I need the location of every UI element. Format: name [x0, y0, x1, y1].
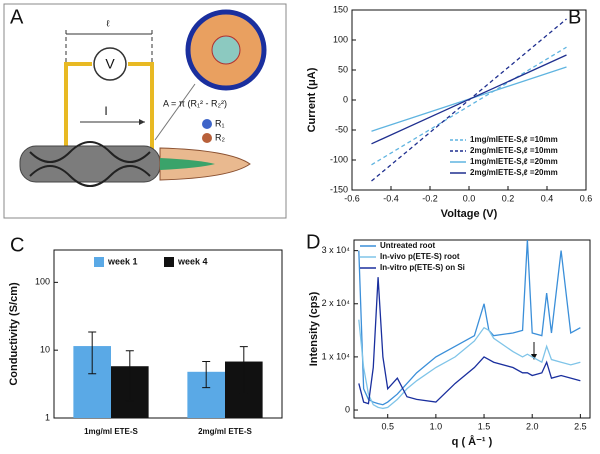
plot-frame — [53, 249, 283, 419]
x-tick-label: 1.5 — [478, 421, 491, 431]
legend-label: 2mg/mlETE-S,ℓ =20mm — [470, 168, 558, 177]
voltmeter-label: V — [105, 56, 115, 72]
legend-label: 2mg/mlETE-S,ℓ =10mm — [470, 146, 558, 155]
y-tick-label: 100 — [333, 34, 348, 44]
error-bar — [202, 361, 211, 389]
x-tick-label: -0.4 — [383, 193, 399, 203]
panel-letter: C — [10, 234, 24, 256]
legend-label: In-vitro p(ETE-S) on Si — [380, 263, 465, 272]
r2-label: R₂ — [215, 132, 225, 142]
x-tick-label: 0.6 — [580, 193, 593, 203]
x-tick-label: 2.5 — [574, 421, 587, 431]
voltmeter — [93, 47, 127, 81]
y-tick-label: 1 — [45, 412, 50, 422]
area-formula: A = π (R₁² - R₂²) — [163, 98, 227, 108]
error-bar — [88, 331, 97, 375]
series-line — [371, 54, 567, 145]
error-bar — [125, 350, 134, 402]
series-line — [358, 277, 581, 405]
y-tick-label: 3 x 10⁴ — [322, 245, 351, 255]
legend-label: In-vivo p(ETE-S) root — [380, 252, 460, 261]
x-tick-label: 2mg/ml ETE-S — [198, 427, 252, 436]
core — [160, 158, 215, 170]
legend-swatch — [164, 257, 174, 267]
x-tick-label: -0.2 — [422, 193, 438, 203]
arrowhead — [531, 354, 537, 360]
x-tick-label: 2.0 — [526, 421, 539, 431]
panel-letter: D — [306, 231, 320, 253]
y-tick-label: -100 — [330, 154, 348, 164]
x-tick-label: 1mg/ml ETE-S — [84, 427, 138, 436]
legend-label: 1mg/mlETE-S,ℓ =20mm — [470, 157, 558, 166]
x-tick-label: -0.6 — [344, 193, 360, 203]
panel-letter: B — [568, 6, 581, 28]
legend-label: week 4 — [177, 256, 208, 266]
y-tick-label: 150 — [333, 4, 348, 14]
r1-swatch — [202, 119, 212, 129]
y-tick-label: -150 — [330, 184, 348, 194]
y-tick-label: 0 — [345, 404, 350, 414]
frame — [3, 3, 287, 219]
y-axis-label: Intensity (cps) — [308, 291, 320, 366]
legend-swatch — [94, 257, 104, 267]
series-line — [358, 239, 581, 406]
y-tick-label: 10 — [40, 345, 50, 355]
y-tick-label: 1 x 10⁴ — [322, 351, 351, 361]
y-tick-label: 0 — [343, 94, 348, 104]
legend-label: Untreated root — [380, 241, 435, 250]
x-axis-label: q ( Å⁻¹ ) — [452, 435, 493, 448]
legend-label: 1mg/mlETE-S,ℓ =10mm — [470, 135, 558, 144]
r1-label: R₁ — [215, 118, 225, 128]
y-tick-label: 2 x 10⁴ — [322, 298, 351, 308]
y-tick-label: -50 — [335, 124, 348, 134]
pointer — [154, 83, 196, 141]
x-tick-label: 0.0 — [463, 193, 476, 203]
legend-label: week 1 — [107, 256, 138, 266]
y-tick-label: 100 — [35, 277, 50, 287]
x-tick-label: 0.4 — [541, 193, 554, 203]
length-label: ℓ — [107, 18, 111, 28]
x-tick-label: 1.0 — [430, 421, 443, 431]
panel-letter: A — [10, 6, 24, 28]
y-axis-label: Current (μA) — [306, 67, 318, 132]
x-axis-label: Voltage (V) — [441, 208, 498, 220]
x-tick-label: 0.5 — [381, 421, 394, 431]
diagram: ℓ V I A = π (R₁² - R₂²) R₁ R₂ — [3, 3, 287, 219]
x-tick-label: 0.2 — [502, 193, 515, 203]
arrowhead — [139, 119, 145, 125]
error-bar — [239, 346, 248, 394]
y-tick-label: 50 — [338, 64, 348, 74]
mesh — [29, 141, 151, 187]
series-line — [371, 46, 567, 166]
r2-swatch — [202, 133, 212, 143]
series-line — [358, 319, 581, 410]
y-axis-label: Conductivity (S/cm) — [8, 282, 20, 386]
fiber — [19, 145, 161, 183]
current-label: I — [104, 104, 107, 118]
plot-frame — [353, 239, 591, 419]
inner-core — [211, 35, 241, 65]
wire — [64, 62, 154, 150]
